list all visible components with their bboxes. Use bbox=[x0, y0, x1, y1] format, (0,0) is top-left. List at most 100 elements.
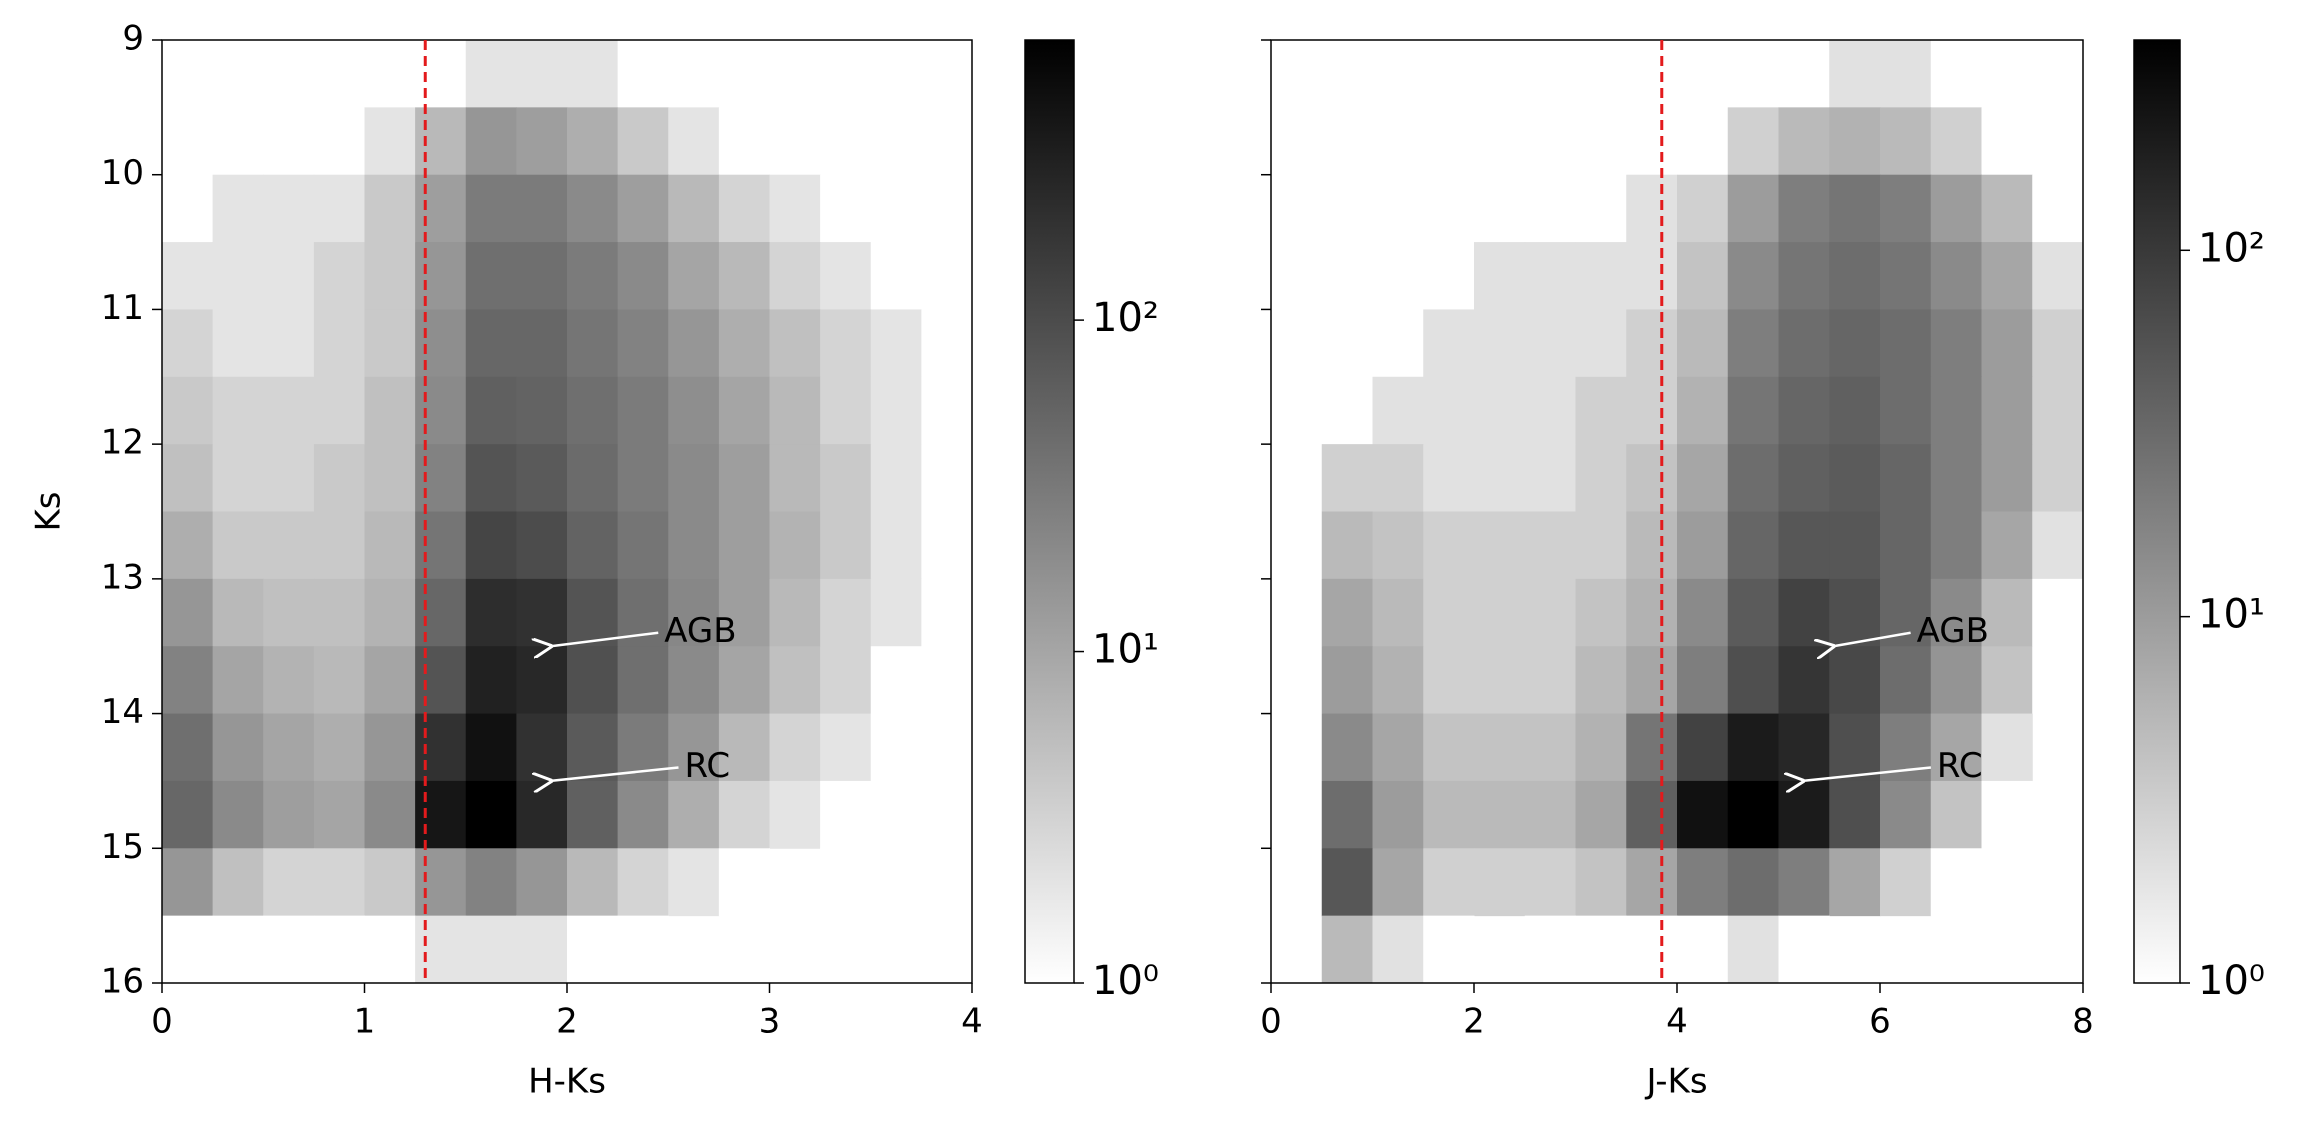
hex-cell bbox=[1423, 242, 1475, 310]
hex-cell bbox=[313, 713, 365, 782]
hex-cell bbox=[718, 780, 770, 849]
hex-cell bbox=[516, 40, 568, 108]
hex-cell bbox=[465, 848, 517, 917]
hex-cell bbox=[617, 242, 669, 310]
hex-cell bbox=[2032, 578, 2084, 647]
hex-cell bbox=[263, 107, 315, 176]
y-tick-label: 10 bbox=[101, 153, 144, 193]
hex-cell bbox=[1423, 511, 1475, 580]
x-axis-label: J-Ks bbox=[1644, 1062, 1707, 1102]
hex-cell bbox=[1677, 713, 1729, 782]
hex-cell bbox=[2032, 511, 2084, 580]
hex-cell bbox=[516, 174, 568, 243]
x-tick-label: 4 bbox=[961, 1002, 983, 1042]
hex-cell bbox=[1677, 376, 1729, 445]
hex-cell bbox=[668, 444, 720, 512]
hex-cell bbox=[1880, 444, 1932, 512]
hex-cell bbox=[921, 578, 973, 647]
hex-cell bbox=[1727, 511, 1779, 580]
hex-cell bbox=[617, 107, 669, 176]
hex-cell bbox=[1474, 848, 1526, 917]
annotation-arrow bbox=[551, 631, 659, 646]
hex-cell bbox=[1930, 780, 1982, 849]
hex-cell bbox=[212, 578, 264, 647]
hex-cell bbox=[820, 848, 872, 917]
hex-cell bbox=[1423, 780, 1475, 849]
hex-cell bbox=[516, 713, 568, 782]
hex-cell bbox=[668, 780, 720, 849]
hex-cell bbox=[1575, 780, 1627, 849]
hex-cell bbox=[1778, 242, 1830, 310]
hex-cell bbox=[1778, 40, 1830, 108]
hex-cell bbox=[364, 242, 416, 310]
hex-cell bbox=[718, 444, 770, 512]
hex-cell bbox=[668, 107, 720, 176]
hex-cell bbox=[1423, 646, 1475, 715]
x-axis-label: H-Ks bbox=[528, 1062, 606, 1102]
hex-cell bbox=[1778, 309, 1830, 378]
hex-cell bbox=[1423, 713, 1475, 782]
hex-cell bbox=[162, 646, 214, 715]
hex-cell bbox=[617, 444, 669, 512]
hex-cell bbox=[1372, 309, 1424, 378]
hex-cell bbox=[516, 646, 568, 715]
hex-cell bbox=[1778, 174, 1830, 243]
hex-cell bbox=[1778, 713, 1830, 782]
hex-cell bbox=[617, 309, 669, 378]
hex-cell bbox=[1677, 174, 1729, 243]
hex-cell bbox=[1524, 646, 1576, 715]
hex-cell bbox=[769, 174, 821, 243]
hex-cell bbox=[718, 713, 770, 782]
hex-cell bbox=[1626, 309, 1678, 378]
hex-cell bbox=[668, 578, 720, 647]
hex-cell bbox=[870, 174, 922, 243]
hex-cell bbox=[1727, 107, 1779, 176]
hex-cell bbox=[1829, 848, 1881, 917]
hex-cell bbox=[567, 848, 619, 917]
hex-cell bbox=[718, 107, 770, 176]
hex-cell bbox=[567, 578, 619, 647]
hex-cell bbox=[718, 242, 770, 310]
hex-cell bbox=[1880, 376, 1932, 445]
y-tick-label: 12 bbox=[101, 423, 144, 463]
hex-cell bbox=[1727, 848, 1779, 917]
hex-cell bbox=[1778, 780, 1830, 849]
hex-cell bbox=[1727, 578, 1779, 647]
hex-cell bbox=[1677, 646, 1729, 715]
hex-cell bbox=[1524, 107, 1576, 176]
hex-cell bbox=[1372, 511, 1424, 580]
hex-cell bbox=[1474, 511, 1526, 580]
hex-cell bbox=[1626, 780, 1678, 849]
hex-cell bbox=[1677, 309, 1729, 378]
hex-cell bbox=[1626, 242, 1678, 310]
x-tick-label: 6 bbox=[1869, 1002, 1891, 1042]
hex-cell bbox=[1829, 309, 1881, 378]
hex-cell bbox=[1930, 511, 1982, 580]
hex-cell bbox=[313, 848, 365, 917]
hex-cell bbox=[1677, 511, 1729, 580]
hex-cell bbox=[1271, 848, 1323, 917]
hex-cell bbox=[313, 174, 365, 243]
hex-cell bbox=[1372, 915, 1424, 984]
hex-cell bbox=[1677, 242, 1729, 310]
hex-cell bbox=[1524, 309, 1576, 378]
hex-cell bbox=[1829, 713, 1881, 782]
hex-cell bbox=[364, 646, 416, 715]
hex-cell bbox=[364, 915, 416, 984]
hex-cell bbox=[212, 713, 264, 782]
hex-cell bbox=[1575, 511, 1627, 580]
hex-cell bbox=[1930, 713, 1982, 782]
colorbar-tick-label: 10² bbox=[2198, 225, 2265, 271]
hex-cell bbox=[718, 309, 770, 378]
hex-cell bbox=[921, 242, 973, 310]
hex-cell bbox=[465, 376, 517, 445]
colorbar-tick-label: 10⁰ bbox=[1092, 958, 1159, 1004]
hex-cell bbox=[567, 713, 619, 782]
hex-cell bbox=[1981, 578, 2033, 647]
hex-cell bbox=[1981, 107, 2033, 176]
hex-cell bbox=[567, 915, 619, 984]
hex-cell bbox=[1474, 242, 1526, 310]
hex-cell bbox=[718, 174, 770, 243]
colorbar-tick-label: 10⁰ bbox=[2198, 958, 2265, 1004]
hex-cell bbox=[2032, 242, 2084, 310]
